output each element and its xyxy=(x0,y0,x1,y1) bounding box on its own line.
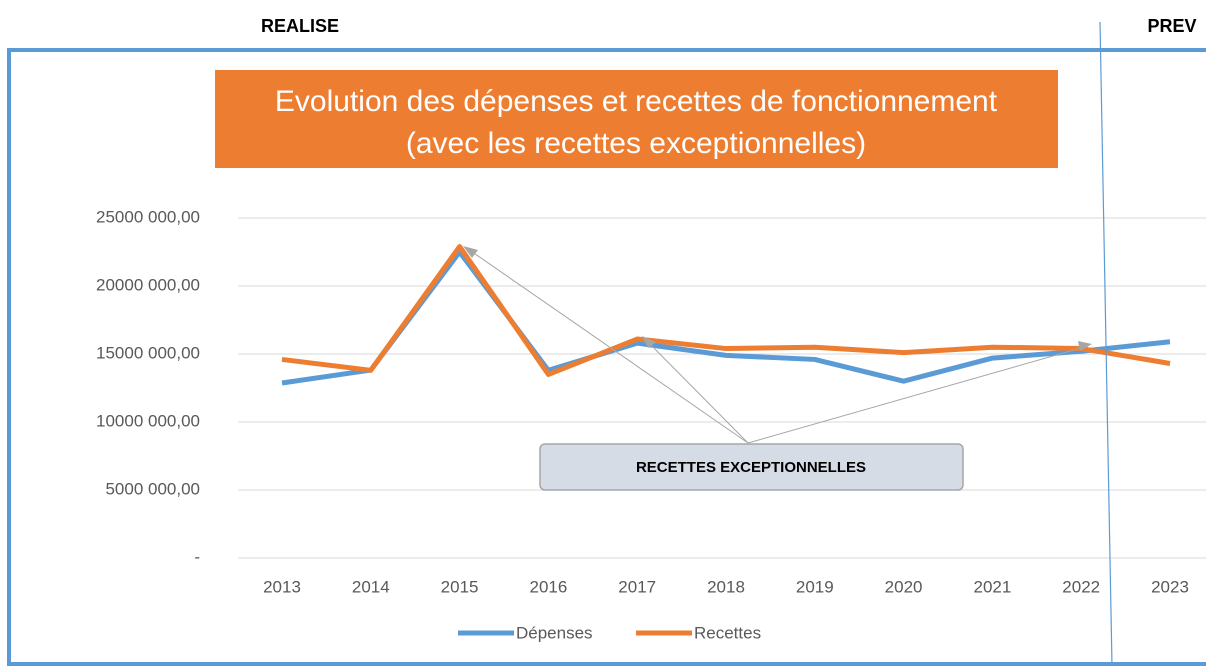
x-tick-label: 2013 xyxy=(263,577,301,596)
x-tick-label: 2016 xyxy=(529,577,567,596)
x-tick-label: 2017 xyxy=(618,577,656,596)
x-tick-label: 2019 xyxy=(796,577,834,596)
x-tick-label: 2021 xyxy=(973,577,1011,596)
legend-label: Recettes xyxy=(694,623,761,642)
chart-subtitle: (avec les recettes exceptionnelles) xyxy=(406,127,866,160)
x-tick-label: 2023 xyxy=(1151,577,1189,596)
chart-title: Evolution des dépenses et recettes de fo… xyxy=(275,85,998,118)
y-tick-label: 10000 000,00 xyxy=(96,411,200,430)
y-tick-label: 25000 000,00 xyxy=(96,207,200,226)
x-tick-label: 2018 xyxy=(707,577,745,596)
x-tick-label: 2014 xyxy=(352,577,390,596)
frame xyxy=(7,48,1206,666)
annotation-arrows xyxy=(467,248,1089,444)
realise-label: REALISE xyxy=(261,16,339,36)
x-tick-label: 2022 xyxy=(1062,577,1100,596)
x-tick-label: 2020 xyxy=(885,577,923,596)
x-tick-label: 2015 xyxy=(441,577,479,596)
prev-label: PREV xyxy=(1147,16,1196,36)
y-tick-label: 5000 000,00 xyxy=(105,479,200,498)
y-tick-label: 20000 000,00 xyxy=(96,275,200,294)
divider-line xyxy=(1099,21,1113,667)
y-tick-label: - xyxy=(194,547,200,566)
arrow-heads xyxy=(463,246,1092,351)
series-line xyxy=(281,244,1171,377)
legend-label: Dépenses xyxy=(516,623,593,642)
annotation-box xyxy=(539,443,964,491)
annotation-text: RECETTES EXCEPTIONNELLES xyxy=(636,459,866,476)
title-box xyxy=(215,70,1058,168)
y-tick-label: 15000 000,00 xyxy=(96,343,200,362)
